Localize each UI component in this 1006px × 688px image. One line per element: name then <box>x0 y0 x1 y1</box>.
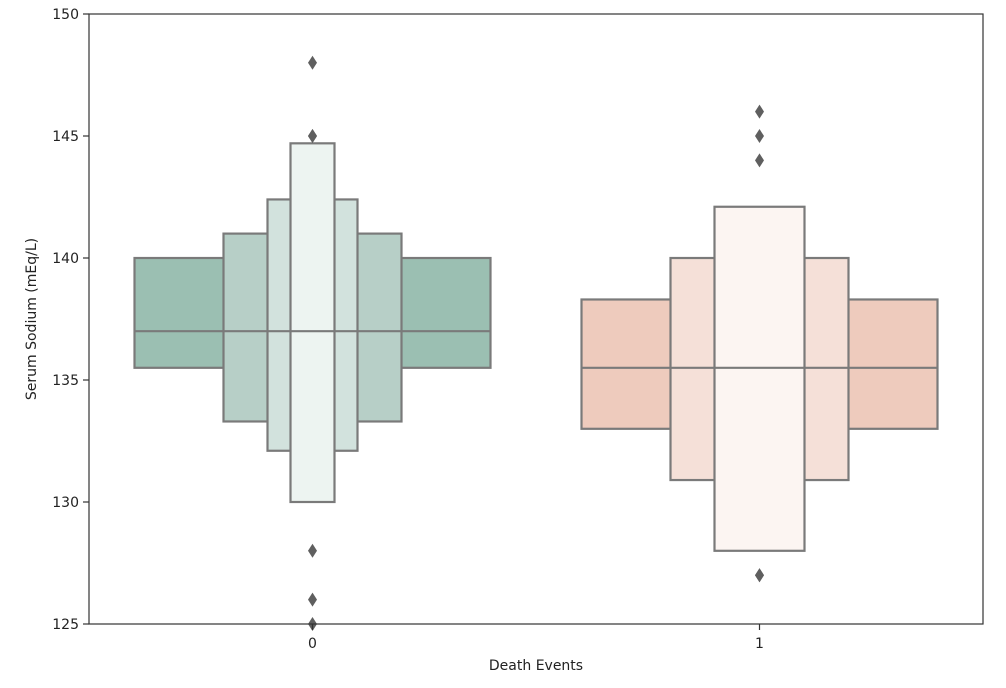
outlier-point <box>308 129 317 143</box>
boxen-level-3 <box>713 205 806 552</box>
y-axis-title: Serum Sodium (mEq/L) <box>24 238 40 400</box>
y-axis: 125 130 135 140 145 150 <box>52 7 89 633</box>
outlier-point <box>308 55 317 70</box>
boxen-group-0 <box>133 142 492 504</box>
outlier-point <box>755 104 764 119</box>
outlier-point <box>308 592 317 607</box>
boxen-group-1 <box>580 205 939 552</box>
plot-frame <box>88 13 984 625</box>
y-tick-label: 150 <box>52 7 79 23</box>
y-tick-label: 130 <box>52 495 79 511</box>
x-tick-label: 1 <box>755 636 764 652</box>
outlier-point <box>308 543 317 558</box>
y-tick-label: 135 <box>52 373 79 389</box>
x-tick-label: 0 <box>308 636 317 652</box>
y-tick-label: 125 <box>52 617 79 633</box>
outlier-point <box>755 568 764 583</box>
boxen-level-4 <box>289 142 336 504</box>
y-tick-label: 145 <box>52 129 79 145</box>
outlier-point <box>755 153 764 168</box>
x-axis-title: Death Events <box>489 658 583 674</box>
outlier-point <box>755 129 764 143</box>
outlier-points <box>308 55 764 631</box>
y-tick-label: 140 <box>52 251 79 267</box>
boxen-groups <box>133 142 939 552</box>
